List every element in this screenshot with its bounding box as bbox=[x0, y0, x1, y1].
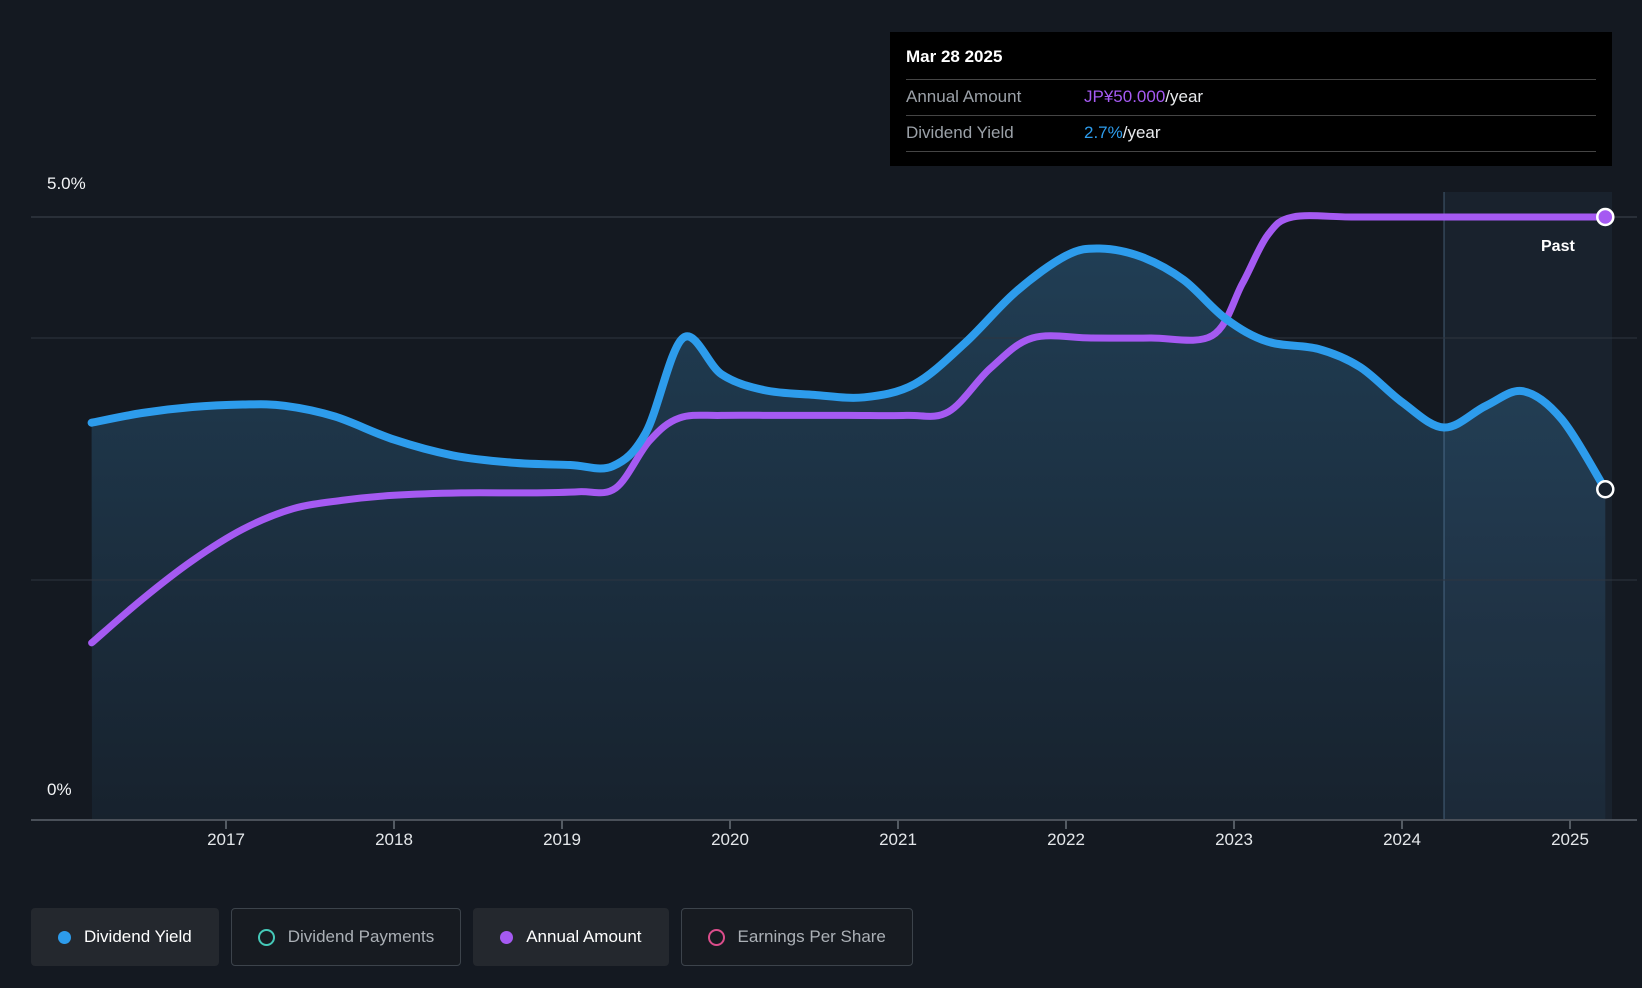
tooltip-date: Mar 28 2025 bbox=[906, 47, 1003, 66]
x-tick-label-2023: 2023 bbox=[1215, 830, 1253, 849]
dividend-payments-marker-icon bbox=[257, 928, 275, 946]
earnings-per-share-marker-icon bbox=[707, 928, 725, 946]
plot-svg[interactable] bbox=[0, 0, 1642, 868]
annual-amount-line bbox=[88, 212, 1609, 647]
legend-label: Dividend Payments bbox=[287, 927, 435, 946]
x-tick-label-2025: 2025 bbox=[1551, 830, 1589, 849]
x-tick-label-2020: 2020 bbox=[711, 830, 749, 849]
tooltip-divider bbox=[906, 151, 1596, 166]
legend-label: Dividend Yield bbox=[84, 927, 192, 946]
annual-amount-suffix: /year bbox=[1165, 87, 1204, 106]
tooltip-label: Dividend Yield bbox=[906, 123, 1014, 142]
tooltip-value: JP¥50.000/year bbox=[1084, 87, 1596, 107]
tooltip-row-annual-amount: Annual Amount JP¥50.000/year bbox=[906, 79, 1596, 115]
legend-label: Annual Amount bbox=[526, 927, 642, 946]
x-tick-label-2021: 2021 bbox=[879, 830, 917, 849]
legend-button-annual-amount[interactable]: Annual Amount bbox=[473, 908, 669, 966]
past-region-label: Past bbox=[1541, 238, 1575, 255]
y-axis-label-bottom: 0% bbox=[47, 780, 72, 799]
tooltip-value: 2.7%/year bbox=[1084, 123, 1596, 143]
x-tick-label-2019: 2019 bbox=[543, 830, 581, 849]
annual-amount-value: JP¥50.000 bbox=[1084, 87, 1166, 106]
dividend-yield-value: 2.7% bbox=[1084, 123, 1123, 142]
yield-area-fill bbox=[91, 248, 1606, 820]
dividend-yield-endpoint-marker[interactable] bbox=[1596, 480, 1615, 499]
past-region-band bbox=[1444, 192, 1612, 820]
dividend-yield-marker-icon bbox=[58, 930, 71, 944]
dividend-yield-line bbox=[87, 244, 1610, 494]
legend-button-dividend-payments[interactable]: Dividend Payments bbox=[230, 908, 462, 966]
legend-button-earnings-per-share[interactable]: Earnings Per Share bbox=[680, 908, 913, 966]
tooltip-label: Annual Amount bbox=[906, 87, 1022, 106]
annual-amount-marker-icon bbox=[500, 930, 514, 944]
y-axis-label-top: 5.0% bbox=[47, 174, 86, 193]
x-tick-label-2024: 2024 bbox=[1383, 830, 1421, 849]
x-axis-labels: 2017 2018 2019 2020 2021 2022 2023 2024 2025 bbox=[0, 830, 1642, 854]
legend-label: Earnings Per Share bbox=[737, 927, 886, 946]
dividend-yield-suffix: /year bbox=[1122, 123, 1161, 142]
x-tick-label-2022: 2022 bbox=[1047, 830, 1085, 849]
chart-legend: Dividend Yield Dividend Payments Annual … bbox=[31, 908, 913, 966]
chart-tooltip: Mar 28 2025 Annual Amount JP¥50.000/year… bbox=[890, 32, 1612, 166]
x-tick-label-2017: 2017 bbox=[207, 830, 245, 849]
annual-amount-endpoint-marker[interactable] bbox=[1596, 207, 1615, 227]
legend-button-dividend-yield[interactable]: Dividend Yield bbox=[31, 908, 219, 966]
tooltip-row-dividend-yield: Dividend Yield 2.7%/year bbox=[906, 115, 1596, 151]
x-tick-label-2018: 2018 bbox=[375, 830, 413, 849]
